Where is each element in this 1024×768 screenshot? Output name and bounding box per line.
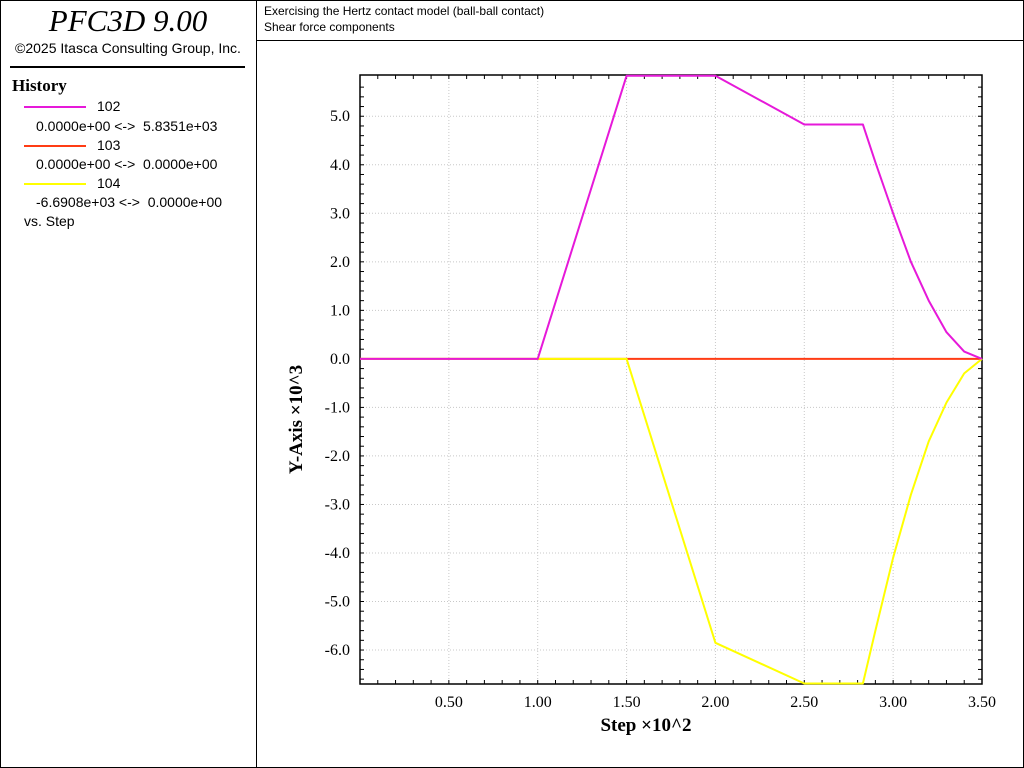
y-axis-title: Y-Axis ×10^3 <box>286 365 307 474</box>
y-tick-label: 0.0 <box>330 351 350 368</box>
y-tick-label: -1.0 <box>325 399 350 416</box>
y-tick-label: 5.0 <box>330 108 350 125</box>
y-tick-label: 4.0 <box>330 157 350 174</box>
title-divider <box>257 40 1024 41</box>
plot-subtitle-1: Exercising the Hertz contact model (ball… <box>264 4 545 18</box>
y-tick-label: -5.0 <box>325 594 350 611</box>
y-tick-label: -4.0 <box>325 545 350 562</box>
legend-swatch-104 <box>24 183 86 185</box>
series-line-104 <box>360 357 983 685</box>
y-tick-label: 3.0 <box>330 205 350 222</box>
plot-subtitle-2: Shear force components <box>264 20 395 34</box>
x-axis-title: Step ×10^2 <box>600 715 691 736</box>
copyright-text: ©2025 Itasca Consulting Group, Inc. <box>15 40 241 56</box>
legend-divider <box>10 66 245 68</box>
legend-range-104: -6.6908e+03 <-> 0.0000e+00 <box>36 194 223 210</box>
x-tick-label: 3.50 <box>968 694 996 711</box>
y-tick-label: 1.0 <box>330 302 350 319</box>
y-tick-label: 2.0 <box>330 254 350 271</box>
history-plot: 0.50 1.00 1.50 2.00 2.50 3.00 3.50 -6.0 -5.0 -4.0… <box>286 74 996 736</box>
x-tick-label: 0.50 <box>435 694 463 711</box>
plot-frame <box>359 74 983 685</box>
legend-swatch-103 <box>24 145 86 147</box>
x-tick-label: 2.00 <box>701 694 729 711</box>
legend-id-104: 104 <box>97 175 121 191</box>
x-tick-label: 1.50 <box>613 694 641 711</box>
series-line-102 <box>360 74 983 360</box>
app-title: PFC3D 9.00 <box>48 3 208 38</box>
y-tick-label: -3.0 <box>325 496 350 513</box>
legend-title: History <box>12 76 67 95</box>
y-tick-label: -2.0 <box>325 448 350 465</box>
legend-id-102: 102 <box>97 98 121 114</box>
y-tick-label: -6.0 <box>325 642 350 659</box>
panel-divider <box>256 0 257 768</box>
legend-vs-label: vs. Step <box>24 213 75 229</box>
legend-swatch-102 <box>24 106 86 108</box>
x-tick-label: 3.00 <box>879 694 907 711</box>
x-tick-label: 1.00 <box>524 694 552 711</box>
legend-range-102: 0.0000e+00 <-> 5.8351e+03 <box>36 118 218 134</box>
legend-range-103: 0.0000e+00 <-> 0.0000e+00 <box>36 156 218 172</box>
x-tick-label: 2.50 <box>790 694 818 711</box>
legend-id-103: 103 <box>97 137 121 153</box>
